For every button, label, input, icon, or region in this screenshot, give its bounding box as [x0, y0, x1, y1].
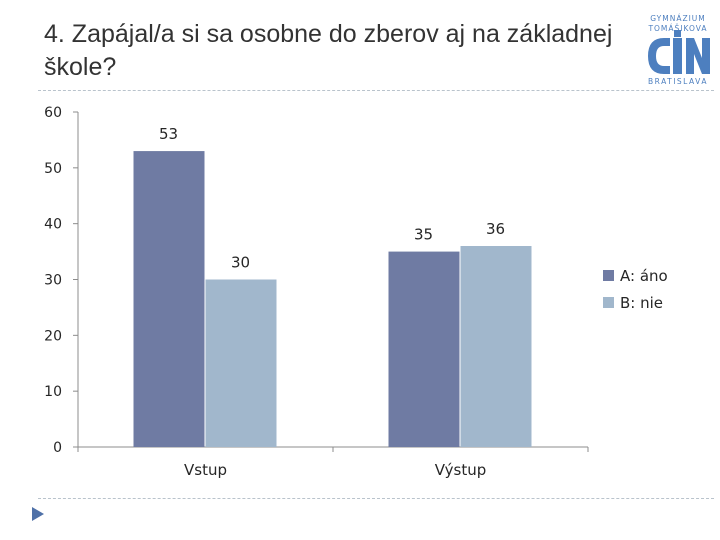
data-label: 35	[414, 226, 433, 244]
bar-b	[205, 279, 277, 447]
y-tick-label: 20	[44, 328, 62, 344]
logo-text-line2: TOMÁŠIKOVA	[647, 24, 707, 33]
title-divider	[38, 90, 714, 91]
bar-a	[133, 151, 205, 448]
y-tick-label: 0	[53, 440, 62, 456]
legend-label: B: nie	[620, 294, 663, 312]
logo-emblem	[648, 30, 710, 74]
chart-labels: 53 30 Vstup 35 36 Výstup	[159, 125, 505, 479]
legend-label: A: áno	[620, 267, 668, 285]
bar-a	[388, 251, 460, 447]
x-category-label: Vstup	[184, 461, 227, 479]
slide-bullet-icon	[32, 507, 44, 521]
slide-title: 4. Zapájal/a si sa osobne do zberov aj n…	[44, 20, 613, 81]
y-tick-label: 60	[44, 105, 62, 121]
y-tick-label: 40	[44, 217, 62, 233]
y-tick-label: 30	[44, 273, 62, 289]
bottom-divider	[38, 498, 714, 499]
data-label: 36	[486, 220, 505, 238]
school-logo: GYMNÁZIUM TOMÁŠIKOVA BRATISLAVA	[640, 8, 716, 86]
chart-legend: A: áno B: nie	[603, 267, 668, 312]
y-tick-label: 50	[44, 161, 62, 177]
logo-text-line3: BRATISLAVA	[648, 77, 708, 86]
y-tick-label: 10	[44, 384, 62, 400]
data-label: 30	[231, 254, 250, 272]
legend-swatch	[603, 270, 614, 281]
chart-bars	[133, 151, 532, 448]
x-category-label: Výstup	[435, 461, 486, 479]
data-label: 53	[159, 125, 178, 143]
logo-text-line1: GYMNÁZIUM	[650, 14, 706, 23]
bar-b	[460, 246, 532, 447]
legend-swatch	[603, 297, 614, 308]
